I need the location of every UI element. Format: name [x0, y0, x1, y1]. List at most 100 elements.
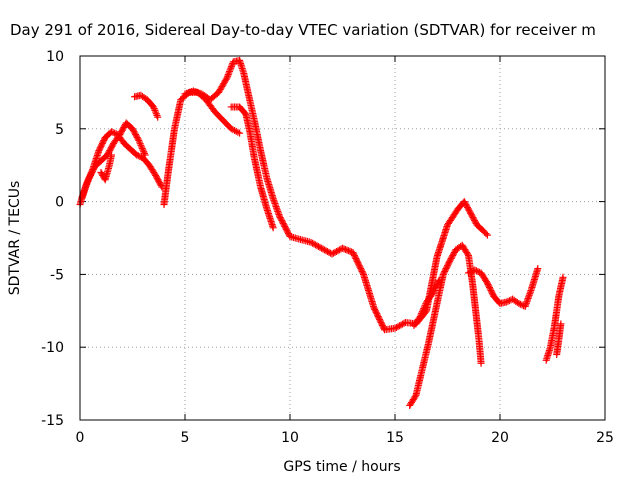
- series-3: [131, 91, 162, 121]
- series-11: [553, 320, 565, 358]
- x-tick-label-0: 0: [76, 430, 85, 446]
- series-7: [406, 241, 485, 409]
- data-point-5-19: [328, 250, 336, 258]
- data-marker-5-5-8: [228, 61, 236, 69]
- data-marker-5-5-1: [224, 72, 232, 80]
- data-marker-1-9-1: [136, 138, 143, 146]
- data-marker-1-9-6: [139, 146, 147, 154]
- data-marker-7-8-6: [464, 250, 472, 258]
- x-tick-label-3: 15: [386, 430, 404, 446]
- data-marker-0-9-2: [136, 152, 144, 160]
- data-marker-5-17-1: [309, 239, 316, 247]
- data-marker-0-9-1: [134, 152, 142, 160]
- data-marker-7-0-6: [411, 393, 419, 401]
- series-6: [227, 103, 277, 232]
- data-marker-5-5-3: [225, 69, 233, 77]
- data-marker-9-6-1: [504, 297, 512, 305]
- data-marker-5-18-1: [319, 245, 327, 253]
- data-marker-5-18-3: [322, 247, 330, 255]
- series-5: [181, 56, 491, 334]
- data-marker-9-1-1: [472, 267, 480, 275]
- data-marker-1-9-2: [136, 140, 144, 148]
- x-axis-label: GPS time / hours: [283, 459, 400, 475]
- data-point-10-4: [559, 273, 567, 281]
- data-point-9-6: [502, 298, 510, 306]
- data-point-1-9: [135, 136, 143, 144]
- data-marker-5-19-3: [333, 248, 340, 256]
- data-marker-5-5-4: [226, 67, 234, 75]
- data-marker-5-20-1: [340, 245, 348, 253]
- y-tick-label-4: 5: [55, 122, 64, 138]
- data-marker-0-5-1: [109, 128, 117, 136]
- x-tick-label-4: 20: [491, 430, 509, 446]
- data-marker-8-1-6: [420, 303, 428, 311]
- series-2: [97, 151, 115, 184]
- y-axis-label: SDTVAR / TECUs: [7, 181, 23, 296]
- data-marker-5-19-1: [330, 249, 337, 257]
- axis-ticks: 0 5 10 15 20 25 -15 -10 -5 0 5 10: [41, 49, 614, 446]
- data-point-3-4: [154, 113, 162, 121]
- data-point-8-4: [435, 276, 443, 284]
- data-marker-9-0-1: [466, 268, 474, 276]
- data-marker-5-4-9: [222, 75, 230, 83]
- data-point-5-17: [307, 238, 315, 246]
- data-point-4-10: [236, 129, 244, 137]
- data-marker-5-5-5: [226, 66, 234, 74]
- data-marker-1-9-5: [138, 145, 146, 153]
- data-marker-5-20-5: [346, 247, 354, 255]
- data-marker-8-1-2: [418, 309, 426, 317]
- series-1: [78, 119, 149, 201]
- data-marker-5-18-4: [324, 248, 331, 256]
- y-tick-label-3: 0: [55, 195, 64, 211]
- data-marker-5-35-2: [482, 230, 490, 238]
- data-marker-5-19-4: [334, 247, 342, 255]
- data-points: [76, 56, 567, 409]
- grid-lines: [80, 56, 605, 420]
- data-marker-1-9-4: [138, 143, 146, 151]
- data-point-0-9: [133, 151, 141, 159]
- data-marker-1-9-7: [140, 148, 148, 156]
- y-tick-label-2: -5: [50, 267, 64, 283]
- data-point-5-18: [318, 244, 325, 252]
- data-marker-3-3-4: [152, 110, 160, 118]
- data-marker-5-17-2: [310, 240, 318, 248]
- data-point-7-12: [477, 359, 485, 367]
- data-marker-5-19-2: [331, 248, 339, 256]
- data-point-9-8: [515, 300, 523, 308]
- data-marker-9-0-2: [468, 267, 476, 275]
- data-marker-1-8-7: [134, 135, 142, 143]
- series-9: [465, 265, 542, 310]
- data-point-3-3: [150, 103, 157, 111]
- data-marker-5-25-1: [393, 323, 400, 331]
- data-point-9-0: [465, 269, 472, 277]
- data-marker-8-3-8: [434, 278, 442, 286]
- series-10: [542, 273, 567, 364]
- data-marker-3-3-2: [151, 106, 159, 114]
- chart-title: Day 291 of 2016, Sidereal Day-to-day VTE…: [10, 21, 596, 39]
- data-marker-8-1-3: [418, 308, 426, 316]
- y-tick-label-1: -10: [41, 340, 64, 356]
- data-marker-9-1-2: [474, 267, 482, 275]
- data-marker-5-25-2: [394, 323, 402, 331]
- data-marker-0-5-2: [111, 129, 119, 137]
- data-marker-5-5-2: [224, 71, 232, 79]
- data-point-1-10: [141, 151, 149, 159]
- data-marker-5-19-5: [336, 246, 343, 254]
- data-point-6-7: [269, 224, 277, 232]
- data-marker-3-3-3: [152, 108, 160, 116]
- data-marker-5-18-2: [321, 246, 328, 254]
- x-tick-label-5: 25: [596, 430, 614, 446]
- data-marker-5-25-5: [399, 320, 406, 328]
- data-point-5-36: [483, 231, 491, 239]
- data-point-11-2: [557, 320, 565, 328]
- data-marker-5-5-6: [227, 64, 235, 72]
- data-marker-5-20-2: [342, 245, 349, 253]
- data-marker-5-21-14: [359, 269, 367, 277]
- data-marker-8-1-4: [419, 306, 427, 314]
- data-marker-5-17-3: [312, 241, 319, 249]
- x-tick-label-1: 5: [181, 430, 190, 446]
- data-point-5-25: [391, 324, 399, 332]
- data-marker-8-1-5: [420, 305, 428, 313]
- plot-border: [79, 55, 606, 421]
- data-marker-1-9-3: [137, 141, 145, 149]
